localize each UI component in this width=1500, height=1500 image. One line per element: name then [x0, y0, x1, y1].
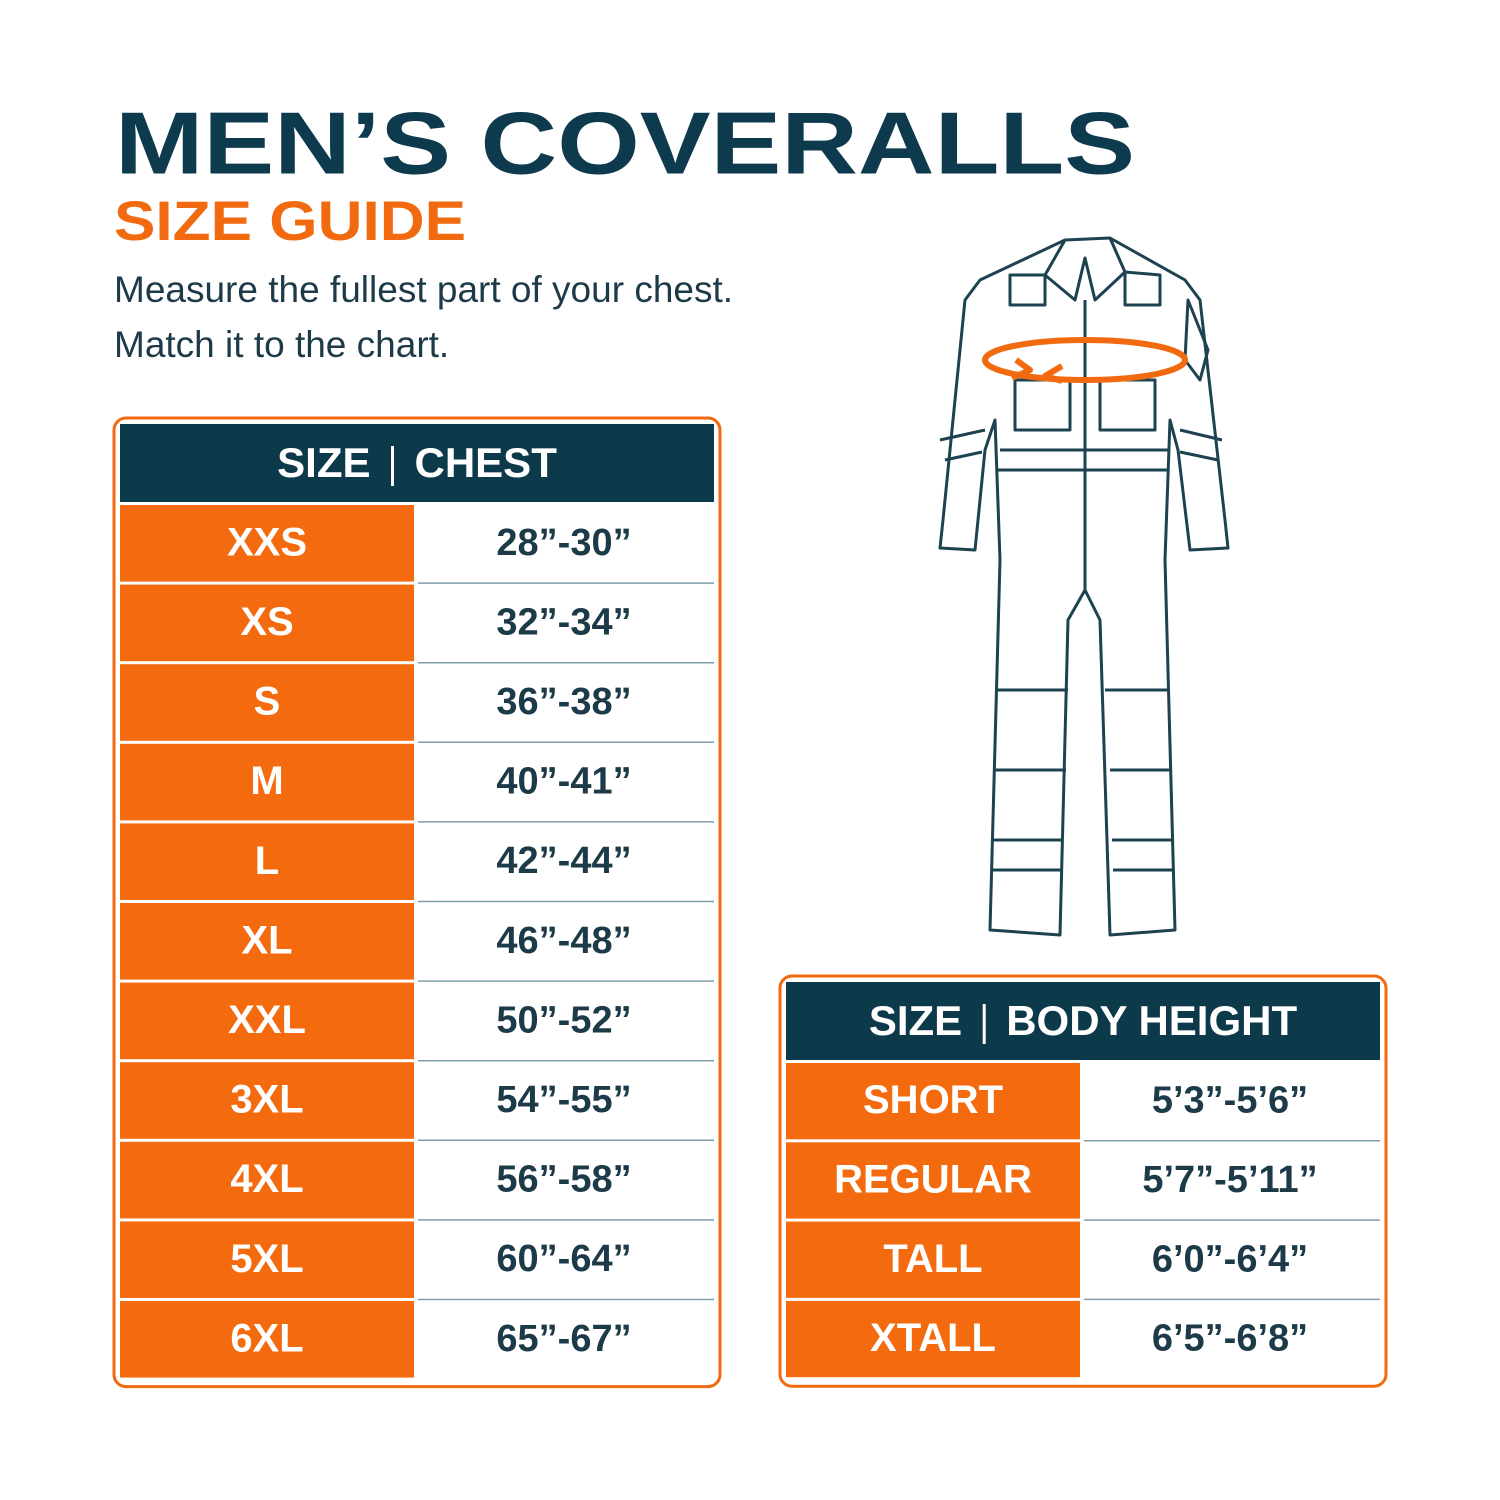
- header-separator: [391, 446, 394, 486]
- size-cell: [120, 982, 414, 1060]
- size-cell: [120, 1301, 414, 1378]
- measure-value: 50”-52”: [496, 999, 631, 1041]
- size-label: L: [255, 839, 279, 883]
- size-cell: [120, 1141, 414, 1219]
- measure-value: 36”-38”: [496, 681, 631, 723]
- size-label: SHORT: [863, 1078, 1003, 1122]
- size-cell: [120, 584, 414, 662]
- table-header: [120, 424, 714, 502]
- size-label: 6XL: [230, 1316, 303, 1360]
- size-cell: [120, 743, 414, 821]
- size-cell: [120, 823, 414, 900]
- size-label: 4XL: [230, 1157, 303, 1201]
- header-cell: SIZE: [869, 997, 962, 1044]
- instruction: Match it to the chart.: [114, 324, 449, 365]
- size-label: XTALL: [870, 1316, 996, 1360]
- size-cell: [786, 1063, 1080, 1140]
- measure-value: 28”-30”: [496, 522, 631, 564]
- measure-value: 6’0”-6’4”: [1152, 1238, 1308, 1280]
- size-cell: [120, 1062, 414, 1139]
- size-label: S: [254, 680, 281, 724]
- header-separator: [982, 1004, 986, 1044]
- chest-measure-arrow: [982, 337, 1188, 384]
- measure-value: 5’7”-5’11”: [1142, 1159, 1317, 1201]
- size-cell: [120, 903, 414, 980]
- size-cell: [786, 1142, 1080, 1219]
- header-cell: CHEST: [415, 439, 558, 486]
- measure-value: 42”-44”: [496, 840, 631, 882]
- header-cell: SIZE: [277, 439, 370, 486]
- title: MEN’S COVERALLS: [115, 93, 1135, 192]
- measure-value: 65”-67”: [496, 1318, 631, 1360]
- measure-value: 40”-41”: [496, 761, 631, 803]
- measure-value: 32”-34”: [496, 601, 631, 643]
- size-label: XS: [240, 600, 293, 644]
- size-label: XL: [241, 918, 292, 962]
- table-header: [786, 982, 1380, 1060]
- measure-value: 56”-58”: [496, 1159, 631, 1201]
- size-label: 3XL: [230, 1078, 303, 1122]
- measure-value: 6’5”-6’8”: [1152, 1318, 1308, 1360]
- size-cell: [120, 664, 414, 741]
- size-cell: [786, 1300, 1080, 1378]
- instruction: Measure the fullest part of your chest.: [114, 269, 733, 310]
- measure-value: 46”-48”: [496, 920, 631, 962]
- size-cell: [786, 1221, 1080, 1298]
- size-label: XXL: [228, 998, 306, 1042]
- measure-value: 5’3”-5’6”: [1152, 1080, 1308, 1122]
- measure-value: 60”-64”: [496, 1238, 631, 1280]
- subtitle: SIZE GUIDE: [114, 189, 466, 252]
- size-label: REGULAR: [834, 1158, 1032, 1202]
- size-label: 5XL: [230, 1237, 303, 1281]
- header-cell: BODY HEIGHT: [1006, 997, 1297, 1044]
- size-cell: [120, 505, 414, 582]
- size-label: TALL: [883, 1237, 982, 1281]
- measure-value: 54”-55”: [496, 1079, 631, 1121]
- size-cell: [120, 1221, 414, 1298]
- size-label: XXS: [227, 520, 307, 564]
- size-label: M: [250, 759, 283, 803]
